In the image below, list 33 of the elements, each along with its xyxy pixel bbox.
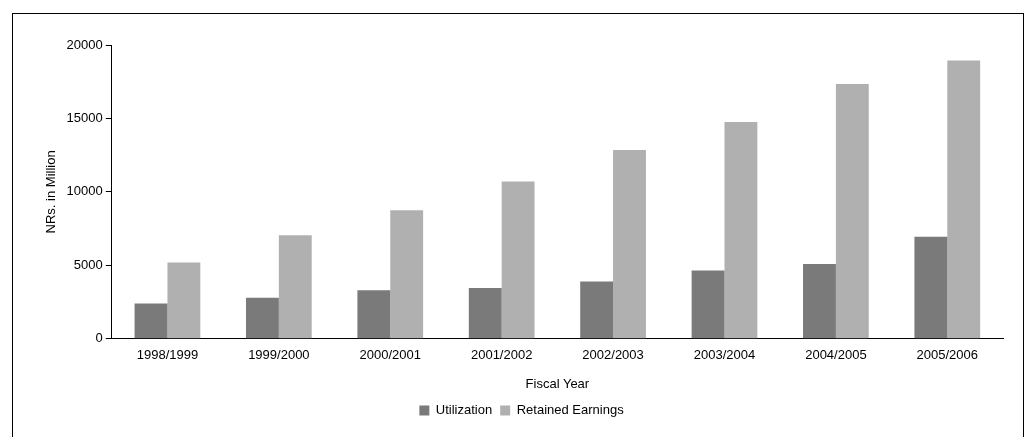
x-tick-label: 2000/2001	[359, 347, 421, 363]
y-tick-label: 20000	[66, 36, 103, 52]
bar	[501, 181, 535, 339]
x-axis-title: Fiscal Year	[525, 375, 590, 391]
bar	[167, 262, 201, 339]
bar	[724, 122, 758, 339]
x-tick-label: 2001/2002	[470, 347, 533, 363]
bar	[947, 60, 981, 339]
bar	[580, 281, 614, 339]
bar	[134, 303, 168, 339]
y-tick-label: 15000	[66, 110, 103, 126]
x-tick-label: 2004/2005	[805, 347, 867, 363]
bar	[914, 236, 948, 339]
bar	[691, 270, 725, 339]
x-tick-label: 1999/2000	[248, 347, 310, 363]
legend-label: Retained Earnings	[516, 402, 625, 418]
bar	[390, 210, 424, 339]
bar	[357, 290, 391, 339]
y-tick-label: 5000	[73, 256, 103, 272]
x-tick-label: 2005/2006	[916, 347, 979, 363]
bar	[278, 235, 312, 339]
bar	[245, 297, 279, 339]
y-tick-label: 10000	[66, 183, 103, 199]
y-tick-label: 0	[95, 330, 103, 346]
bar	[613, 150, 646, 339]
y-axis-title: NRs. in Million	[43, 150, 59, 234]
x-tick-label: 1998/1999	[136, 347, 199, 363]
legend-label: Utilization	[435, 402, 493, 418]
x-tick-label: 2002/2003	[582, 347, 644, 363]
bar	[835, 83, 869, 339]
bar	[803, 263, 836, 339]
x-tick-label: 2003/2004	[693, 347, 756, 363]
bar	[468, 288, 502, 339]
